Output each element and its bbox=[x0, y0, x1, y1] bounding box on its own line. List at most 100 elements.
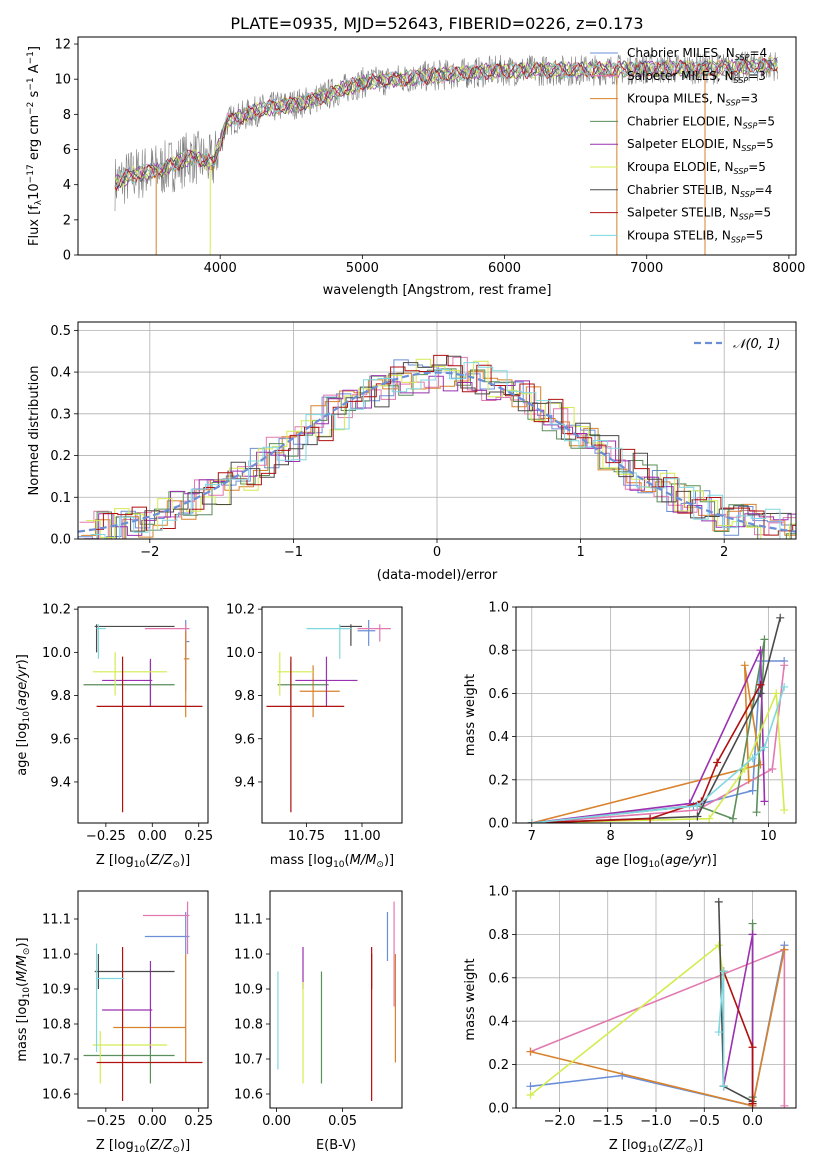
y-tick-label: 10.2 bbox=[226, 603, 255, 618]
y-axis-label: mass [log10(M/M⊙)] bbox=[15, 937, 32, 1061]
y-tick-label: 0.0 bbox=[50, 533, 71, 548]
plot-area bbox=[78, 354, 796, 539]
plot-area bbox=[114, 51, 778, 255]
y-tick-label: 0 bbox=[63, 249, 71, 264]
histogram-chab_stelib bbox=[87, 355, 796, 539]
y-tick-label: 11.1 bbox=[234, 913, 263, 928]
x-axis-label: age [log10(age/yr)] bbox=[595, 853, 717, 870]
y-tick-label: 10.7 bbox=[234, 1053, 263, 1068]
plot-area bbox=[83, 901, 203, 1101]
x-tick-label: 2 bbox=[720, 545, 728, 560]
plot-area bbox=[527, 613, 789, 823]
series-salp_stelib bbox=[722, 971, 754, 1104]
legend-entry: Salpeter MILES, NSSP=3 bbox=[627, 69, 766, 85]
x-tick-label: 7000 bbox=[630, 261, 663, 276]
x-tick-label: 1 bbox=[576, 545, 584, 560]
x-tick-label: −1.0 bbox=[640, 1114, 672, 1129]
x-tick-label: 0.00 bbox=[138, 829, 167, 844]
marker-krou_elodie bbox=[714, 941, 723, 950]
marker-salp_stelib bbox=[756, 680, 765, 689]
marker-chab_stelib bbox=[776, 613, 785, 622]
marker-salp_stelib bbox=[646, 814, 655, 823]
legend-entry: Chabrier MILES, NSSP=4 bbox=[627, 46, 767, 62]
marker-chab_elodie bbox=[752, 808, 761, 817]
marker-krou_stelib bbox=[693, 801, 702, 810]
plot-area bbox=[526, 897, 789, 1108]
marker-salp_elodie bbox=[756, 646, 765, 655]
y-tick-label: 0.4 bbox=[488, 730, 509, 745]
axes-frame bbox=[269, 890, 403, 1109]
marker-krou_stelib bbox=[719, 1082, 728, 1091]
y-tick-label: 12 bbox=[54, 38, 71, 53]
histogram-krou_stelib bbox=[90, 362, 796, 539]
y-tick-label: 0.8 bbox=[488, 644, 509, 659]
marker-chab_miles bbox=[748, 786, 757, 795]
y-tick-label: 0.4 bbox=[488, 1015, 509, 1030]
marker-salp_elodie bbox=[760, 797, 769, 806]
marker-krou_elodie bbox=[780, 806, 789, 815]
axes-frame bbox=[77, 321, 797, 540]
y-tick-label: 0.2 bbox=[488, 773, 509, 788]
y-tick-label: 11.0 bbox=[42, 948, 71, 963]
model-spectrum-krou_elodie bbox=[114, 56, 778, 189]
axes-frame bbox=[77, 36, 797, 256]
marker-krou_elodie bbox=[705, 814, 714, 823]
legend-entry: Kroupa MILES, NSSP=3 bbox=[627, 92, 758, 108]
y-axis-label: mass weight bbox=[463, 674, 478, 756]
x-axis-label: Z [log10(Z/Z⊙)] bbox=[96, 1138, 190, 1155]
y-tick-label: 8 bbox=[63, 108, 71, 123]
model-spectrum-krou_stelib bbox=[114, 57, 778, 188]
x-tick-label: 0.05 bbox=[328, 1114, 357, 1129]
marker-krou_miles bbox=[780, 945, 789, 954]
marker-krou_miles bbox=[740, 661, 749, 670]
x-tick-label: 11.00 bbox=[343, 829, 380, 844]
marker-salp_elodie bbox=[748, 930, 757, 939]
y-tick-label: 10.2 bbox=[42, 603, 71, 618]
x-tick-label: 0.25 bbox=[184, 829, 213, 844]
x-tick-label: 5000 bbox=[346, 261, 379, 276]
x-axis-label: Z [log10(Z/Z⊙)] bbox=[609, 1138, 703, 1155]
x-tick-label: −0.25 bbox=[86, 829, 126, 844]
y-tick-label: 0.6 bbox=[488, 971, 509, 986]
marker-krou_stelib bbox=[760, 743, 769, 752]
x-tick-label: 0.0 bbox=[742, 1114, 763, 1129]
x-tick-label: −1 bbox=[284, 545, 303, 560]
y-tick-label: 9.4 bbox=[50, 775, 71, 790]
legend-entry: 𝒩(0, 1) bbox=[733, 337, 780, 352]
y-tick-label: 0.3 bbox=[50, 407, 71, 422]
marker-salp_miles bbox=[780, 661, 789, 670]
x-tick-label: 0.25 bbox=[184, 1114, 213, 1129]
histogram-chab_elodie bbox=[82, 368, 796, 539]
marker-krou_stelib bbox=[719, 967, 728, 976]
x-tick-label: −2 bbox=[140, 545, 159, 560]
x-tick-label: 7 bbox=[528, 829, 536, 844]
mass-vs-ebv-plot: 0.00 0.05 10.6 10.7 10.8 10.9 11.0 11.1 E(B-V) bbox=[234, 890, 403, 1153]
legend-entry: Salpeter STELIB, NSSP=5 bbox=[627, 206, 771, 222]
x-axis-label: Z [log10(Z/Z⊙)] bbox=[96, 853, 190, 870]
x-axis-label: mass [log10(M/M⊙)] bbox=[270, 853, 394, 870]
y-tick-label: 10.8 bbox=[42, 1018, 71, 1033]
histogram-krou_elodie bbox=[85, 358, 796, 539]
x-axis-label: (data-model)/error bbox=[377, 568, 498, 583]
y-tick-label: 10.9 bbox=[234, 983, 263, 998]
mass-vs-metallicity-plot: −0.25 0.00 0.25 10.6 10.7 10.8 10.9 11.0 11.1 Z [… bbox=[15, 890, 213, 1155]
age-vs-metallicity-plot: −0.25 0.00 0.25 9.4 9.6 9.8 10.0 10.2 Z [log10(Z… bbox=[15, 603, 213, 870]
y-tick-label: 4 bbox=[63, 178, 71, 193]
y-tick-label: 11.1 bbox=[42, 913, 71, 928]
histogram-salp_miles bbox=[79, 356, 796, 539]
x-axis-label: wavelength [Angstrom, rest frame] bbox=[323, 283, 552, 298]
axes-frame bbox=[515, 890, 797, 1109]
x-tick-label: 8000 bbox=[772, 261, 805, 276]
marker-chab_stelib bbox=[693, 812, 702, 821]
series-salp_stelib bbox=[531, 684, 762, 823]
x-tick-label: 10 bbox=[760, 829, 777, 844]
spectrum-plot: 4000 5000 6000 7000 8000 0 2 4 6 8 10 12 wavelength … bbox=[26, 36, 805, 298]
y-axis-label: Normed distribution bbox=[27, 366, 42, 496]
axes-frame bbox=[77, 606, 209, 824]
y-tick-label: 0.6 bbox=[488, 687, 509, 702]
x-tick-label: 0 bbox=[433, 545, 441, 560]
legend-entry: Chabrier ELODIE, NSSP=5 bbox=[627, 114, 775, 130]
residuals-histogram: −2 −1 0 1 2 0.0 0.1 0.2 0.3 0.4 0.5 (data-model)/er… bbox=[27, 321, 797, 583]
axes-frame bbox=[515, 606, 797, 824]
x-axis-label: E(B-V) bbox=[316, 1138, 356, 1153]
